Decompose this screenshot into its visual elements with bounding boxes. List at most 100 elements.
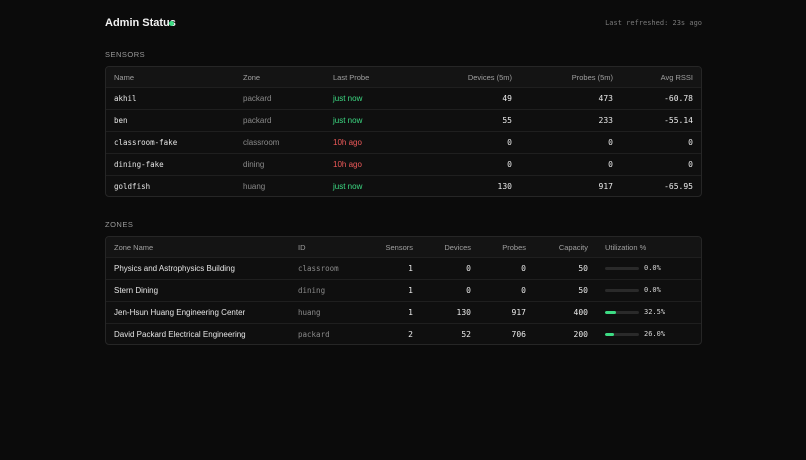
zone-probes: 0: [521, 286, 526, 295]
table-row: classroom-fake classroom 10h ago 0 0 0: [106, 132, 701, 154]
zone-sensors: 1: [408, 308, 413, 317]
sensor-devices: 0: [507, 138, 512, 147]
sensor-probes: 233: [598, 116, 613, 125]
zones-table-header: Zone Name ID Sensors Devices Probes Capa…: [106, 237, 701, 258]
zone-sensors: 2: [408, 330, 413, 339]
zone-capacity: 400: [573, 308, 588, 317]
column-header-sensors: Sensors: [385, 243, 413, 252]
zone-probes: 706: [511, 330, 526, 339]
table-row: Stern Dining dining 1 0 0 50 0.0%: [106, 280, 701, 302]
sensor-probes: 917: [598, 182, 613, 191]
sensor-devices: 0: [507, 160, 512, 169]
sensor-zone: packard: [243, 94, 272, 103]
column-header-devices: Devices: [444, 243, 471, 252]
utilization-percent: 0.0%: [644, 286, 661, 294]
zones-section-label: ZONES: [105, 220, 134, 229]
table-row: ben packard just now 55 233 -55.14: [106, 110, 701, 132]
sensor-last-probe: just now: [333, 94, 363, 103]
sensors-table: Name Zone Last Probe Devices (5m) Probes…: [105, 66, 702, 197]
utilization-percent: 0.0%: [644, 264, 661, 272]
sensor-devices: 49: [502, 94, 512, 103]
last-refreshed-text: Last refreshed: 23s ago: [605, 19, 702, 27]
zone-name: Stern Dining: [114, 286, 159, 295]
sensor-zone: dining: [243, 160, 265, 169]
zone-name: David Packard Electrical Engineering: [114, 330, 246, 339]
zone-probes: 917: [511, 308, 526, 317]
sensor-avg-rssi: -60.78: [664, 94, 693, 103]
sensor-zone: classroom: [243, 138, 280, 147]
sensor-avg-rssi: 0: [688, 160, 693, 169]
column-header-avg-rssi: Avg RSSI: [660, 73, 693, 82]
zone-devices: 0: [466, 286, 471, 295]
utilization-bar: [605, 333, 639, 336]
zone-capacity: 50: [578, 264, 588, 273]
page-header: Admin Status Last refreshed: 23s ago: [105, 17, 702, 31]
column-header-devices: Devices (5m): [467, 73, 512, 82]
column-header-last-probe: Last Probe: [333, 73, 370, 82]
sensor-probes: 0: [608, 138, 613, 147]
zone-id: huang: [298, 308, 321, 317]
zone-capacity: 200: [573, 330, 588, 339]
sensor-avg-rssi: 0: [688, 138, 693, 147]
zone-capacity: 50: [578, 286, 588, 295]
utilization-bar-fill: [605, 311, 617, 314]
sensor-probes: 0: [608, 160, 613, 169]
utilization-bar: [605, 311, 639, 314]
zone-utilization: 0.0%: [605, 258, 695, 279]
sensor-zone: huang: [243, 182, 266, 191]
table-row: Jen-Hsun Huang Engineering Center huang 1 1…: [106, 302, 701, 324]
sensor-name: akhil: [114, 94, 137, 103]
zone-devices: 52: [461, 330, 471, 339]
sensor-devices: 130: [497, 182, 512, 191]
utilization-bar-fill: [605, 333, 614, 336]
zones-table: Zone Name ID Sensors Devices Probes Capa…: [105, 236, 702, 345]
zone-devices: 130: [456, 308, 471, 317]
zone-id: dining: [298, 286, 326, 295]
table-row: dining-fake dining 10h ago 0 0 0: [106, 154, 701, 176]
column-header-zone: Zone: [243, 73, 261, 82]
zone-sensors: 1: [408, 286, 413, 295]
sensor-probes: 473: [598, 94, 613, 103]
column-header-capacity: Capacity: [558, 243, 588, 252]
sensors-section-label: SENSORS: [105, 50, 146, 59]
sensor-last-probe: just now: [333, 182, 363, 191]
zone-utilization: 32.5%: [605, 302, 695, 323]
utilization-percent: 32.5%: [644, 308, 666, 316]
sensor-name: ben: [114, 116, 128, 125]
column-header-name: Name: [114, 73, 135, 82]
column-header-zone-name: Zone Name: [114, 243, 154, 252]
sensor-devices: 55: [502, 116, 512, 125]
sensors-table-header: Name Zone Last Probe Devices (5m) Probes…: [106, 67, 701, 88]
sensor-last-probe: 10h ago: [333, 138, 362, 147]
column-header-probes: Probes (5m): [571, 73, 613, 82]
table-row: Physics and Astrophysics Building classro…: [106, 258, 701, 280]
page-title: Admin Status: [105, 17, 176, 29]
sensor-last-probe: 10h ago: [333, 160, 362, 169]
zone-sensors: 1: [408, 264, 413, 273]
utilization-bar: [605, 289, 639, 292]
table-row: akhil packard just now 49 473 -60.78: [106, 88, 701, 110]
zone-id: packard: [298, 330, 330, 339]
zone-id: classroom: [298, 264, 339, 273]
sensor-name: dining-fake: [114, 160, 164, 169]
zone-devices: 0: [466, 264, 471, 273]
table-row: David Packard Electrical Engineering pack…: [106, 324, 701, 344]
zone-name: Physics and Astrophysics Building: [114, 264, 235, 273]
sensor-zone: packard: [243, 116, 272, 125]
sensor-name: goldfish: [114, 182, 151, 191]
column-header-probes: Probes: [502, 243, 526, 252]
zone-utilization: 0.0%: [605, 280, 695, 301]
utilization-percent: 26.0%: [644, 330, 666, 338]
zone-probes: 0: [521, 264, 526, 273]
status-indicator-dot: [169, 21, 174, 26]
sensor-name: classroom-fake: [114, 138, 178, 147]
zone-name: Jen-Hsun Huang Engineering Center: [114, 308, 246, 317]
utilization-bar: [605, 267, 639, 270]
sensor-avg-rssi: -55.14: [664, 116, 693, 125]
zone-utilization: 26.0%: [605, 324, 695, 344]
column-header-id: ID: [298, 243, 306, 252]
sensor-last-probe: just now: [333, 116, 363, 125]
table-row: goldfish huang just now 130 917 -65.95: [106, 176, 701, 196]
column-header-utilization: Utilization %: [605, 243, 647, 252]
sensor-avg-rssi: -65.95: [664, 182, 693, 191]
